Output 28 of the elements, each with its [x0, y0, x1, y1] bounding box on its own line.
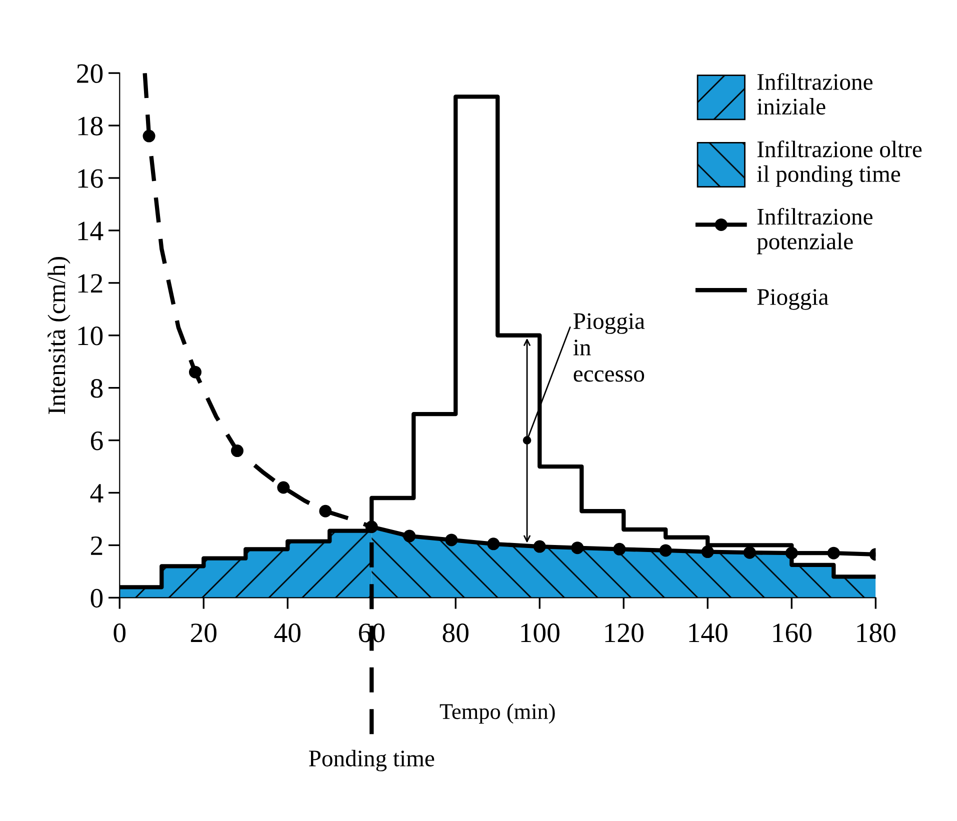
legend-label: Infiltrazione iniziale — [757, 73, 872, 115]
y-tick-label: 20 — [77, 64, 103, 83]
x-tick-label: 120 — [605, 623, 644, 642]
y-axis-title: Intensità (cm/h) — [48, 256, 70, 414]
y-tick-label: 2 — [90, 536, 102, 555]
y-tick-label: 8 — [90, 379, 103, 398]
x-tick-label: 100 — [521, 623, 560, 642]
legend-label: Pioggia — [757, 289, 828, 310]
ref-line-label: Ponding time — [309, 750, 434, 772]
x-tick-label: 0 — [114, 623, 126, 642]
x-tick-label: 140 — [689, 623, 728, 642]
y-tick-label: 18 — [78, 116, 103, 136]
y-tick-label: 16 — [78, 169, 103, 188]
y-tick-label: 0 — [90, 588, 103, 608]
x-tick-label: 40 — [274, 623, 300, 642]
x-tick-label: 160 — [773, 623, 812, 642]
y-tick-label: 6 — [90, 432, 103, 450]
x-tick-label: 180 — [857, 623, 896, 642]
y-tick-label: 14 — [78, 222, 104, 240]
x-tick-label: 80 — [442, 623, 468, 642]
x-axis-title: Tempo (min) — [440, 703, 555, 724]
legend-label: Infiltrazione oltre il ponding time — [757, 140, 922, 187]
y-tick-label: 4 — [90, 484, 104, 502]
y-tick-label: 10 — [78, 326, 103, 346]
y-tick-label: 12 — [78, 274, 102, 293]
annotation: Pioggia in eccesso — [573, 313, 645, 382]
x-tick-label: 20 — [190, 623, 216, 642]
legend-label: Infiltrazione potenziale — [756, 208, 872, 254]
